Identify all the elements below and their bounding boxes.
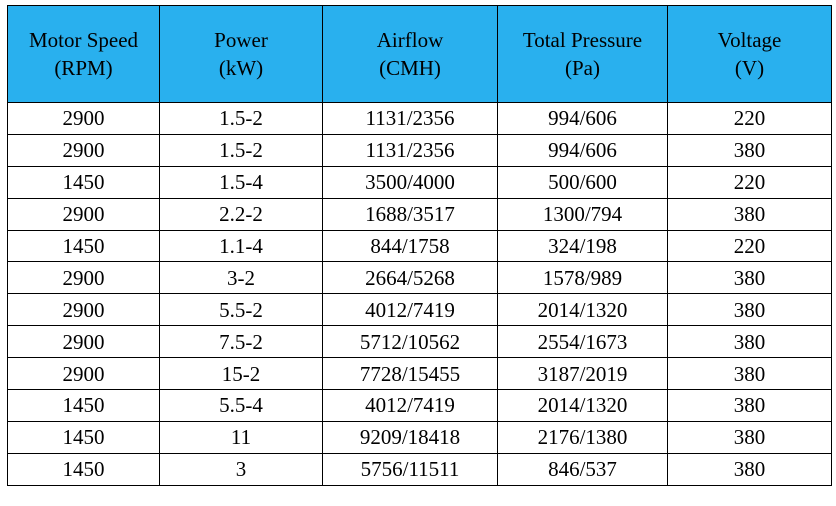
table-body: 2900 1.5-2 1131/2356 994/606 220 2900 1.… — [7, 102, 832, 486]
cell-motor-speed: 1450 — [7, 452, 160, 486]
motor-spec-table: Motor Speed (RPM) Power (kW) Airflow (CM… — [7, 5, 832, 486]
cell-voltage: 380 — [667, 389, 832, 422]
cell-total-pressure: 846/537 — [497, 452, 668, 486]
cell-total-pressure: 2014/1320 — [497, 293, 668, 327]
header-airflow: Airflow (CMH) — [322, 5, 498, 103]
cell-power: 3 — [159, 452, 323, 486]
cell-total-pressure: 2014/1320 — [497, 389, 668, 422]
cell-total-pressure: 3187/2019 — [497, 357, 668, 391]
table-row: 2900 1.5-2 1131/2356 994/606 220 — [7, 102, 832, 135]
cell-motor-speed: 2900 — [7, 293, 160, 327]
cell-voltage: 220 — [667, 229, 832, 263]
cell-motor-speed: 2900 — [7, 102, 160, 135]
cell-power: 15-2 — [159, 357, 323, 391]
cell-total-pressure: 994/606 — [497, 102, 668, 135]
cell-motor-speed: 1450 — [7, 229, 160, 263]
header-total-pressure-unit: (Pa) — [565, 56, 600, 80]
table-row: 2900 5.5-2 4012/7419 2014/1320 380 — [7, 293, 832, 327]
header-power: Power (kW) — [159, 5, 323, 103]
table-row: 2900 3-2 2664/5268 1578/989 380 — [7, 261, 832, 295]
cell-power: 1.1-4 — [159, 229, 323, 263]
cell-motor-speed: 1450 — [7, 165, 160, 199]
table-row: 2900 7.5-2 5712/10562 2554/1673 380 — [7, 325, 832, 359]
header-total-pressure-title: Total Pressure — [522, 28, 643, 52]
cell-voltage: 380 — [667, 197, 832, 231]
cell-airflow: 844/1758 — [322, 229, 498, 263]
cell-voltage: 380 — [667, 133, 832, 167]
table-row: 1450 11 9209/18418 2176/1380 380 — [7, 420, 832, 454]
cell-voltage: 220 — [667, 165, 832, 199]
cell-voltage: 380 — [667, 420, 832, 454]
table-row: 1450 1.5-4 3500/4000 500/600 220 — [7, 165, 832, 199]
header-voltage-title: Voltage — [717, 28, 782, 52]
cell-airflow: 1131/2356 — [322, 133, 498, 167]
cell-motor-speed: 2900 — [7, 261, 160, 295]
header-motor-speed-title: Motor Speed — [28, 28, 139, 52]
table-row: 2900 15-2 7728/15455 3187/2019 380 — [7, 357, 832, 391]
cell-power: 7.5-2 — [159, 325, 323, 359]
header-power-unit: (kW) — [218, 56, 264, 80]
cell-airflow: 3500/4000 — [322, 165, 498, 199]
cell-airflow: 1688/3517 — [322, 197, 498, 231]
cell-total-pressure: 2554/1673 — [497, 325, 668, 359]
cell-voltage: 380 — [667, 261, 832, 295]
cell-airflow: 1131/2356 — [322, 102, 498, 135]
spec-table-container: Motor Speed (RPM) Power (kW) Airflow (CM… — [7, 5, 832, 486]
cell-motor-speed: 2900 — [7, 133, 160, 167]
cell-total-pressure: 994/606 — [497, 133, 668, 167]
cell-motor-speed: 1450 — [7, 420, 160, 454]
cell-airflow: 4012/7419 — [322, 389, 498, 422]
cell-power: 1.5-4 — [159, 165, 323, 199]
header-airflow-unit: (CMH) — [379, 56, 441, 80]
cell-power: 1.5-2 — [159, 133, 323, 167]
cell-power: 3-2 — [159, 261, 323, 295]
cell-motor-speed: 2900 — [7, 357, 160, 391]
cell-total-pressure: 500/600 — [497, 165, 668, 199]
cell-voltage: 380 — [667, 325, 832, 359]
cell-power: 5.5-2 — [159, 293, 323, 327]
cell-airflow: 5712/10562 — [322, 325, 498, 359]
cell-power: 11 — [159, 420, 323, 454]
table-row: 1450 5.5-4 4012/7419 2014/1320 380 — [7, 389, 832, 422]
cell-motor-speed: 1450 — [7, 389, 160, 422]
cell-airflow: 4012/7419 — [322, 293, 498, 327]
cell-power: 2.2-2 — [159, 197, 323, 231]
cell-motor-speed: 2900 — [7, 325, 160, 359]
cell-airflow: 9209/18418 — [322, 420, 498, 454]
header-row: Motor Speed (RPM) Power (kW) Airflow (CM… — [7, 5, 832, 103]
header-motor-speed-unit: (RPM) — [54, 56, 113, 80]
cell-voltage: 380 — [667, 452, 832, 486]
header-power-title: Power — [214, 28, 268, 52]
cell-total-pressure: 1300/794 — [497, 197, 668, 231]
cell-power: 1.5-2 — [159, 102, 323, 135]
cell-airflow: 5756/11511 — [322, 452, 498, 486]
cell-voltage: 220 — [667, 102, 832, 135]
cell-voltage: 380 — [667, 293, 832, 327]
table-row: 2900 1.5-2 1131/2356 994/606 380 — [7, 133, 832, 167]
cell-total-pressure: 324/198 — [497, 229, 668, 263]
table-row: 2900 2.2-2 1688/3517 1300/794 380 — [7, 197, 832, 231]
table-header: Motor Speed (RPM) Power (kW) Airflow (CM… — [7, 5, 832, 103]
cell-voltage: 380 — [667, 357, 832, 391]
header-voltage: Voltage (V) — [667, 5, 832, 103]
cell-airflow: 7728/15455 — [322, 357, 498, 391]
header-motor-speed: Motor Speed (RPM) — [7, 5, 160, 103]
cell-total-pressure: 2176/1380 — [497, 420, 668, 454]
table-row: 1450 3 5756/11511 846/537 380 — [7, 452, 832, 486]
header-total-pressure: Total Pressure (Pa) — [497, 5, 668, 103]
cell-motor-speed: 2900 — [7, 197, 160, 231]
header-airflow-title: Airflow — [376, 28, 444, 52]
cell-airflow: 2664/5268 — [322, 261, 498, 295]
table-row: 1450 1.1-4 844/1758 324/198 220 — [7, 229, 832, 263]
cell-power: 5.5-4 — [159, 389, 323, 422]
header-voltage-unit: (V) — [734, 56, 765, 80]
cell-total-pressure: 1578/989 — [497, 261, 668, 295]
